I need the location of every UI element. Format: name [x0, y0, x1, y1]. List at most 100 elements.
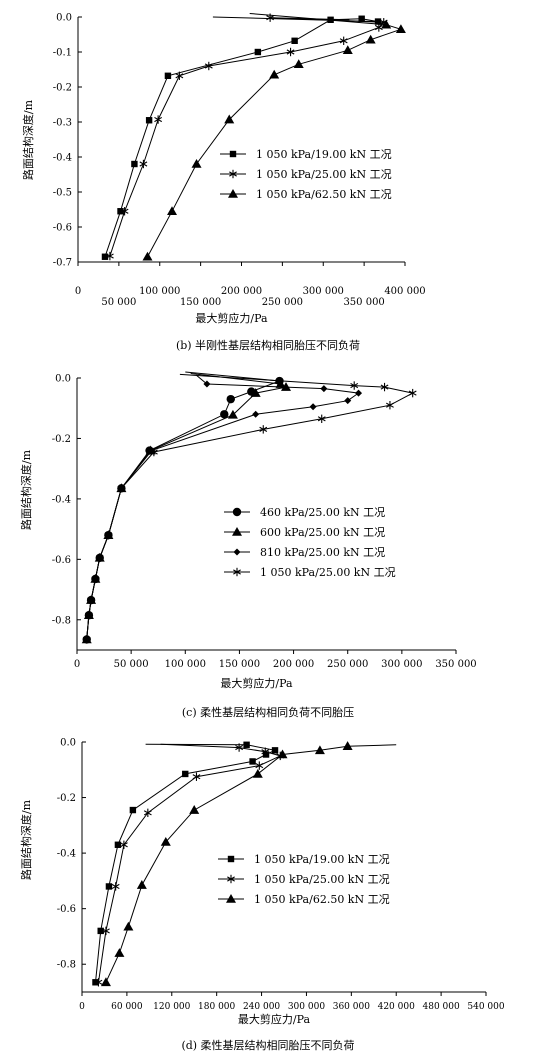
asterisk-stroke — [143, 810, 152, 816]
data-point — [291, 37, 298, 44]
data-point — [249, 758, 256, 765]
chart-1: 0.0 -0.1 -0.2 -0.3 -0.4 -0.5 -0.6 -0.7 0 100 000 2… — [21, 13, 426, 353]
asterisk-stroke — [84, 612, 93, 618]
data-point — [149, 447, 158, 457]
data-point — [224, 114, 235, 124]
asterisk-stroke — [380, 384, 389, 390]
x-tick-label: 200 000 — [221, 286, 262, 297]
asterisk-stroke — [350, 382, 359, 389]
y-axis-label: 路面结构深度/m — [19, 799, 33, 880]
y-tick-label: -0.4 — [52, 494, 71, 505]
data-point — [344, 397, 352, 405]
asterisk-stroke — [192, 774, 201, 780]
x-tick-label: 120 000 — [153, 1002, 190, 1012]
legend-marker — [229, 169, 237, 179]
x-tick-label: 300 000 — [303, 286, 344, 297]
data-point — [243, 741, 250, 748]
x-tick-label: 300 000 — [381, 659, 422, 670]
x-tick-label: 100 000 — [165, 659, 206, 670]
x-tick-label: 200 000 — [273, 659, 314, 670]
data-point — [204, 61, 213, 71]
legend-marker — [228, 189, 238, 198]
data-point — [104, 530, 113, 540]
data-point — [139, 159, 148, 169]
data-point — [320, 385, 328, 393]
data-point — [380, 382, 389, 392]
y-tick-label: -0.2 — [53, 83, 72, 94]
legend-marker — [232, 527, 242, 536]
data-point — [358, 15, 365, 22]
x-tick-label: 150 000 — [219, 659, 260, 670]
data-point — [374, 18, 382, 25]
legend-label: 1 050 kPa/19.00 kN 工况 — [256, 148, 392, 161]
y-tick-label: -0.4 — [57, 849, 76, 860]
x-tick-label: 100 000 — [139, 286, 180, 297]
asterisk-stroke — [94, 979, 103, 985]
data-point — [82, 635, 91, 644]
x-tick-label: 250 000 — [327, 659, 368, 670]
legend-label: 600 kPa/25.00 kN 工况 — [260, 526, 385, 539]
data-point — [175, 71, 184, 80]
data-point — [101, 253, 109, 260]
data-point — [131, 160, 138, 168]
asterisk-stroke — [102, 928, 110, 934]
data-point — [286, 47, 295, 57]
legend-marker — [227, 874, 235, 884]
y-tick-label: -0.6 — [52, 555, 71, 566]
y-tick-label: -0.6 — [53, 223, 72, 234]
x-tick-label: 0 — [75, 286, 81, 297]
y-tick-label: -0.2 — [57, 793, 76, 804]
legend-label: 1 050 kPa/25.00 kN 工况 — [260, 566, 396, 579]
y-tick-label: -0.6 — [57, 904, 76, 915]
data-point — [235, 743, 244, 752]
x-tick-label: 540 000 — [467, 1002, 504, 1012]
asterisk-stroke — [339, 38, 348, 44]
data-point — [339, 36, 348, 45]
x-tick-label: 180 000 — [198, 1002, 235, 1012]
data-point — [381, 19, 392, 29]
series-1 — [101, 15, 382, 260]
data-point — [84, 611, 93, 620]
data-point — [120, 207, 129, 216]
data-point — [160, 837, 171, 846]
data-point — [95, 553, 104, 563]
legend-label: 1 050 kPa/25.00 kN 工况 — [254, 873, 390, 886]
y-tick-label: -0.7 — [53, 258, 72, 269]
asterisk-stroke — [286, 49, 295, 55]
data-point — [252, 410, 260, 418]
data-point — [94, 978, 103, 987]
asterisk-stroke — [317, 416, 326, 422]
asterisk-stroke — [111, 883, 120, 890]
data-point — [142, 251, 153, 261]
data-point — [250, 388, 261, 397]
y-tick-label: 0.0 — [60, 738, 76, 749]
y-tick-label: -0.1 — [53, 48, 72, 59]
figure-caption: (b) 半刚性基层结构相同胎压不同负荷 — [176, 338, 360, 352]
data-point — [275, 379, 286, 388]
asterisk-stroke — [120, 208, 129, 214]
asterisk-stroke — [82, 636, 91, 642]
data-point — [189, 805, 200, 814]
x-tick-label: 360 000 — [333, 1002, 370, 1012]
y-tick-label: -0.8 — [52, 615, 71, 626]
data-point — [408, 388, 417, 398]
data-point — [182, 770, 189, 778]
y-tick-label: -0.5 — [53, 188, 72, 199]
x-tick-label: 50 000 — [114, 659, 149, 670]
data-point — [97, 927, 104, 935]
legend-label: 810 kPa/25.00 kN 工况 — [260, 546, 385, 559]
data-point — [117, 484, 126, 493]
data-point — [114, 841, 122, 848]
legend-marker — [226, 894, 236, 903]
data-point — [220, 410, 229, 419]
data-point — [386, 401, 394, 410]
asterisk-stroke — [105, 253, 114, 259]
data-point — [255, 761, 264, 770]
series-4 — [82, 373, 417, 644]
series-2 — [105, 13, 388, 261]
x-tick-label: 150 000 — [180, 297, 221, 308]
data-point — [105, 883, 113, 890]
data-point — [365, 34, 376, 44]
asterisk-stroke — [229, 171, 237, 177]
